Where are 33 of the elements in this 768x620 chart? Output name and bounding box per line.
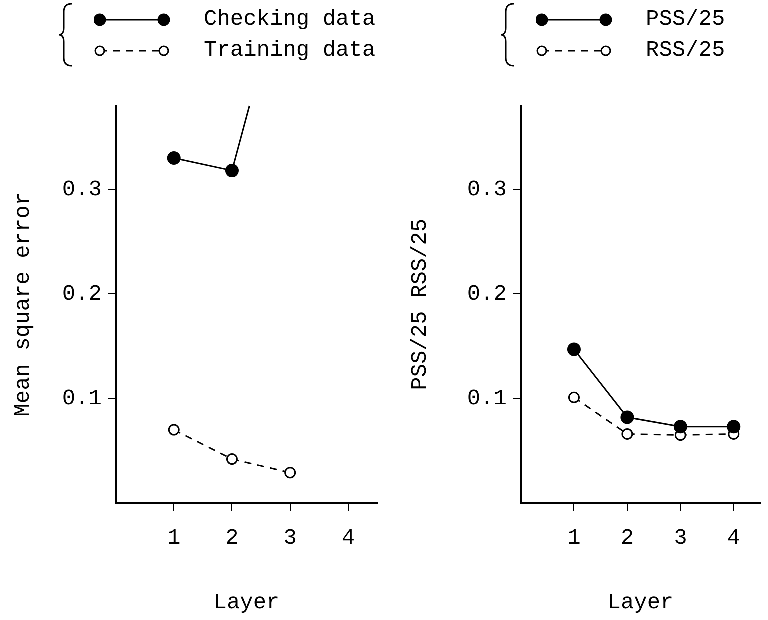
x-tick-label: 3 — [674, 526, 688, 552]
x-tick-label: 2 — [226, 526, 239, 552]
legend-label: Training data — [204, 38, 376, 63]
legend-label: Checking data — [204, 7, 376, 32]
x-axis-title: Layer — [608, 590, 674, 616]
y-tick-label: 0.1 — [62, 386, 102, 412]
y-tick-label: 0.1 — [467, 386, 508, 412]
y-tick-label: 0.3 — [62, 177, 102, 202]
y-axis-title: PSS/25 RSS/25 — [408, 218, 434, 390]
x-tick-label: 4 — [727, 526, 740, 552]
legend-label: PSS/25 — [646, 7, 726, 32]
x-tick-label: 1 — [568, 526, 581, 552]
x-tick-label: 2 — [620, 526, 634, 552]
point — [727, 420, 741, 434]
point — [620, 410, 634, 424]
point — [284, 467, 296, 479]
x-tick-label: 4 — [342, 526, 356, 552]
x-axis-title: Layer — [214, 590, 280, 616]
x-tick-label: 3 — [284, 526, 297, 552]
point — [622, 428, 634, 440]
x-tick-label: 1 — [168, 526, 181, 552]
y-axis-title: Mean square error — [11, 192, 36, 417]
point — [168, 424, 180, 436]
point — [225, 164, 239, 178]
point — [568, 392, 580, 404]
y-tick-label: 0.2 — [467, 282, 508, 307]
y-tick-label: 0.3 — [467, 177, 508, 202]
point — [674, 420, 688, 434]
point — [226, 454, 238, 466]
y-tick-label: 0.2 — [62, 282, 102, 307]
legend-label: RSS/25 — [646, 38, 726, 63]
point — [167, 152, 181, 166]
point — [567, 342, 581, 356]
